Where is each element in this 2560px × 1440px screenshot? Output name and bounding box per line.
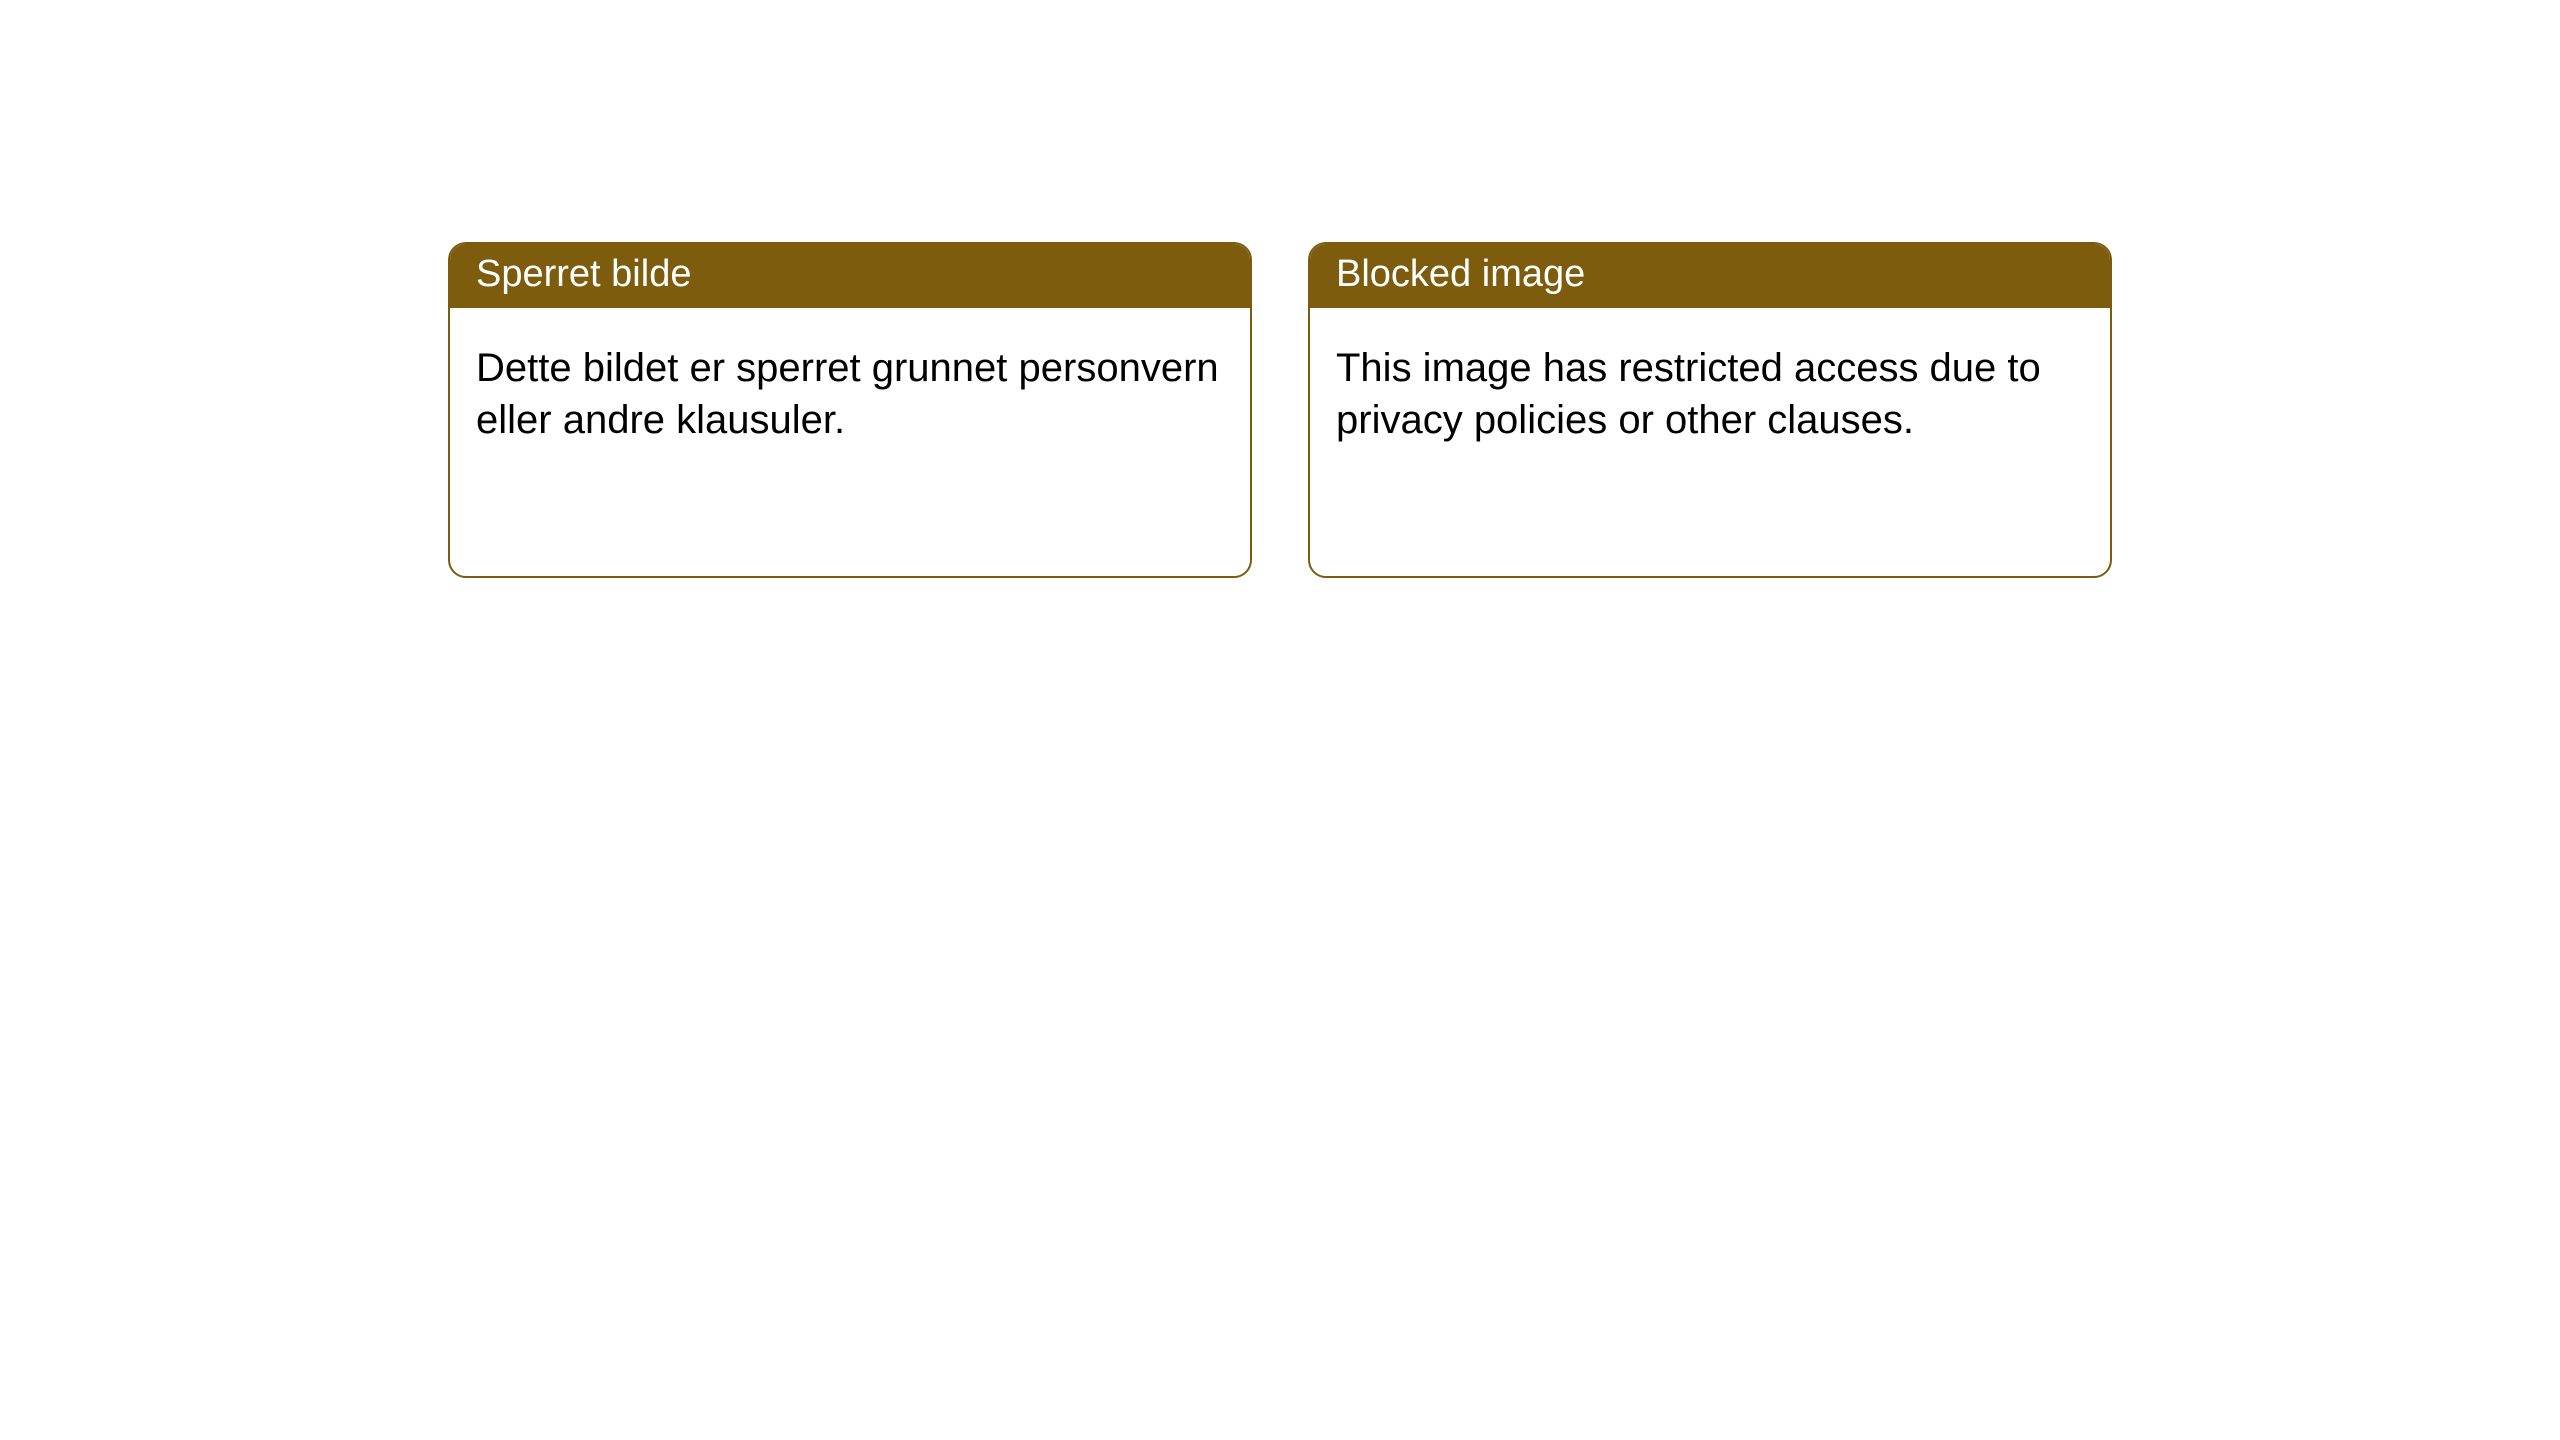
- card-body-en: This image has restricted access due to …: [1310, 308, 2110, 480]
- blocked-image-card-no: Sperret bilde Dette bildet er sperret gr…: [448, 242, 1252, 578]
- card-header-no: Sperret bilde: [450, 244, 1250, 308]
- card-header-en: Blocked image: [1310, 244, 2110, 308]
- blocked-image-card-en: Blocked image This image has restricted …: [1308, 242, 2112, 578]
- card-body-text: This image has restricted access due to …: [1336, 346, 2041, 442]
- card-header-label: Sperret bilde: [476, 253, 691, 295]
- card-body-text: Dette bildet er sperret grunnet personve…: [476, 346, 1219, 442]
- card-header-label: Blocked image: [1336, 253, 1585, 295]
- card-body-no: Dette bildet er sperret grunnet personve…: [450, 308, 1250, 480]
- message-cards-container: Sperret bilde Dette bildet er sperret gr…: [0, 0, 2560, 578]
